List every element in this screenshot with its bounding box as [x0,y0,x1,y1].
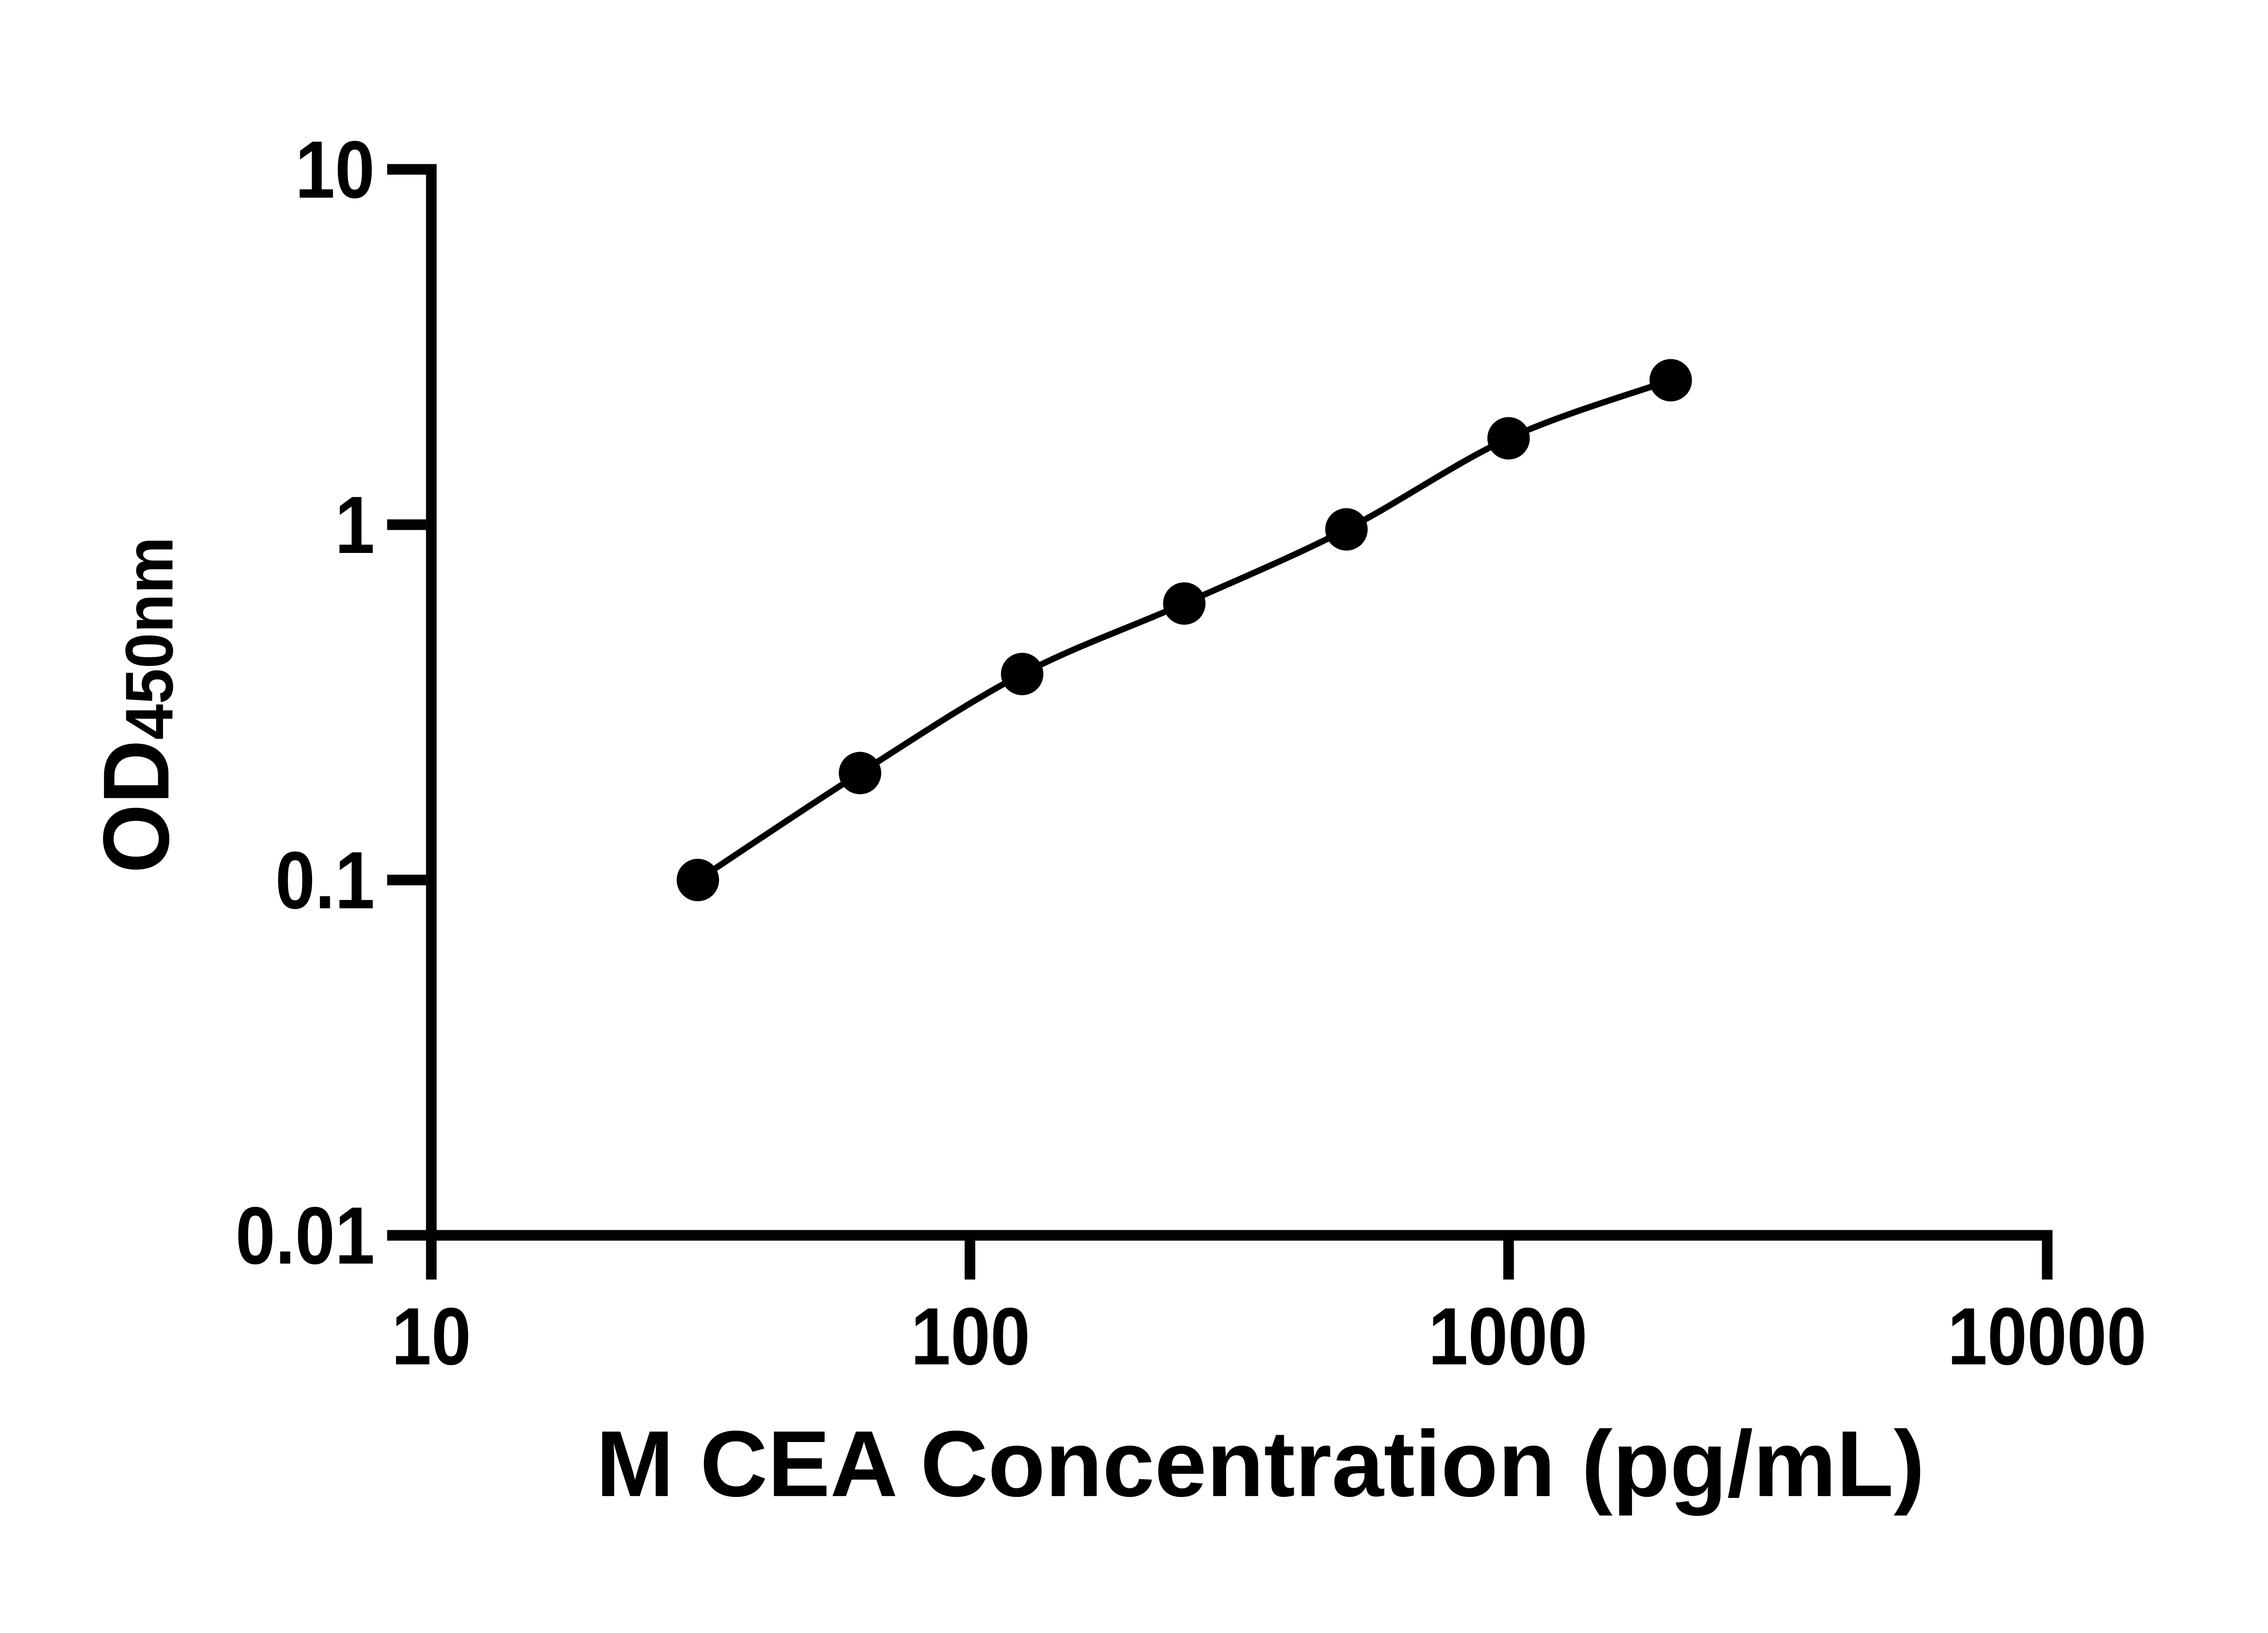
y-tick-label: 0.01 [235,1189,375,1281]
data-point-marker [1001,653,1044,695]
x-tick-label: 1000 [1429,1290,1589,1383]
data-point-marker [1325,508,1368,551]
plot-canvas [387,164,2053,1280]
axes-layer [387,164,2053,1280]
y-axis-line [426,164,437,1241]
elisa-standard-curve-figure: 10 1 0.1 0.01 10 100 1000 10000 M CEA Concentr… [0,21,2268,1612]
x-tick-label: 10000 [1947,1290,2147,1383]
data-point-marker [839,752,881,795]
data-point-marker [1163,582,1206,625]
x-tick-label: 100 [910,1290,1030,1383]
y-axis-title: OD450nm [85,537,190,874]
x-tick-label: 10 [391,1290,471,1383]
standard-curve-line [696,377,1672,883]
data-point-marker [1649,359,1692,402]
x-tick [426,1241,437,1280]
y-tick [387,519,426,530]
y-tick-label: 1 [335,479,375,571]
y-tick [387,164,426,175]
x-axis-line [426,1230,2053,1241]
y-tick [387,875,426,885]
y-tick-label: 0.1 [275,834,375,926]
x-tick [1503,1241,1514,1280]
data-point-marker [1487,417,1530,460]
data-point-marker [676,859,719,902]
y-tick [387,1230,426,1241]
x-axis-title: M CEA Concentration (pg/mL) [596,1413,1925,1518]
y-tick-label: 10 [295,123,375,215]
y-axis-title-main: OD [85,740,190,874]
y-axis-title-subscript: 450nm [112,537,189,740]
x-tick [964,1241,976,1280]
series-layer [676,359,1692,902]
x-tick [2042,1241,2053,1280]
